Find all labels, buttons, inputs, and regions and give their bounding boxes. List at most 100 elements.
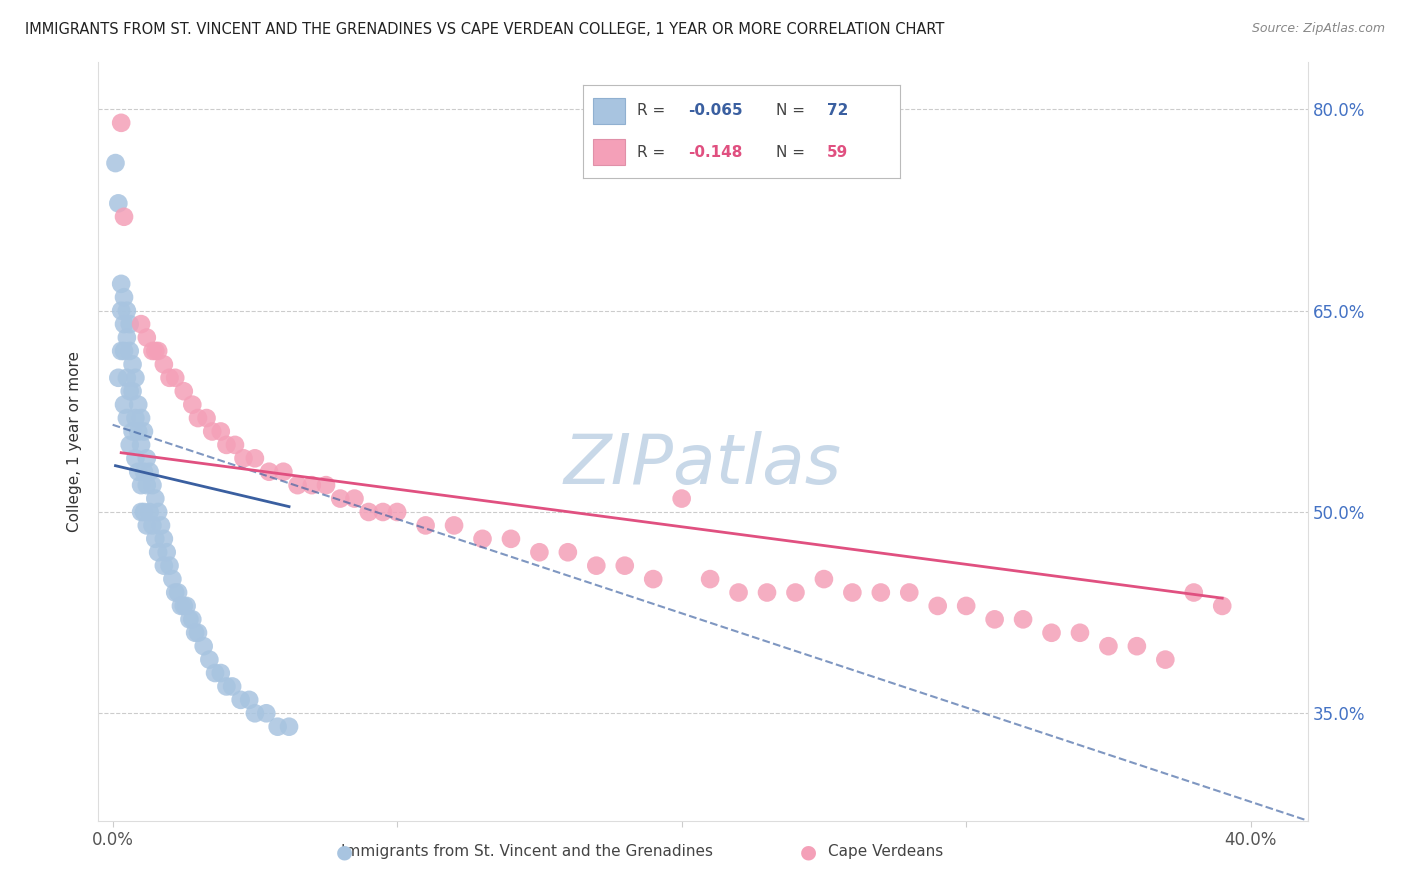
Point [129,505,152,519]
Point [201,425,224,439]
Point [699,572,721,586]
Point [135,478,157,492]
Point [243,451,266,466]
Point [229,693,252,707]
Point [184,625,207,640]
Point [443,518,465,533]
Point [110,343,132,358]
Point [107,371,129,385]
Point [278,720,301,734]
Point [143,532,166,546]
Point [135,518,157,533]
Point [167,585,190,599]
Point [121,425,143,439]
Point [315,478,337,492]
Point [1211,599,1233,613]
Text: R =: R = [637,103,671,119]
Point [181,612,204,626]
Point [471,532,494,546]
Point [613,558,636,573]
Point [135,451,157,466]
Point [121,384,143,399]
Point [238,693,260,707]
Point [138,465,160,479]
Text: -0.065: -0.065 [688,103,742,119]
Text: N =: N = [776,103,810,119]
Point [115,303,138,318]
Point [1040,625,1063,640]
Point [1097,639,1119,653]
Text: R =: R = [637,145,671,160]
Point [643,572,665,586]
Point [165,585,187,599]
Point [224,438,246,452]
Point [243,706,266,721]
Point [110,303,132,318]
Point [132,465,155,479]
Point [118,343,141,358]
Point [209,425,232,439]
Point [529,545,551,559]
Point [162,572,184,586]
Point [118,317,141,331]
Point [273,465,295,479]
Point [357,505,380,519]
Point [1154,652,1177,666]
Point [841,585,863,599]
Point [179,612,201,626]
Text: 59: 59 [827,145,848,160]
Point [927,599,949,613]
Point [112,317,135,331]
Point [232,451,254,466]
Point [112,343,135,358]
Point [129,317,152,331]
Point [127,465,149,479]
Point [756,585,779,599]
Point [127,425,149,439]
Point [112,210,135,224]
Point [187,625,209,640]
Text: -0.148: -0.148 [688,145,742,160]
Point [415,518,437,533]
Point [112,398,135,412]
Point [143,491,166,506]
Point [135,330,157,344]
Point [129,411,152,425]
Point [124,451,146,466]
Point [141,518,163,533]
Point [141,478,163,492]
Point [204,666,226,681]
Point [118,438,141,452]
Point [215,680,238,694]
Point [195,411,218,425]
Point [1012,612,1035,626]
Point [159,371,181,385]
Point [146,545,169,559]
Text: N =: N = [776,145,810,160]
Point [254,706,277,721]
Point [138,505,160,519]
Point [198,652,221,666]
Point [1126,639,1149,653]
Point [869,585,891,599]
Text: Source: ZipAtlas.com: Source: ZipAtlas.com [1251,22,1385,36]
Point [1182,585,1205,599]
Point [181,398,204,412]
Point [1069,625,1091,640]
Point [557,545,579,559]
Text: Cape Verdeans: Cape Verdeans [828,845,943,859]
Point [221,680,243,694]
Y-axis label: College, 1 year or more: College, 1 year or more [67,351,83,532]
Point [124,371,146,385]
Point [121,357,143,371]
Point [170,599,193,613]
Point [127,398,149,412]
Point [301,478,323,492]
Point [813,572,835,586]
Point [110,277,132,291]
Text: Immigrants from St. Vincent and the Grenadines: Immigrants from St. Vincent and the Gren… [342,845,713,859]
Point [785,585,807,599]
Point [173,384,195,399]
Point [983,612,1005,626]
Point [112,290,135,304]
